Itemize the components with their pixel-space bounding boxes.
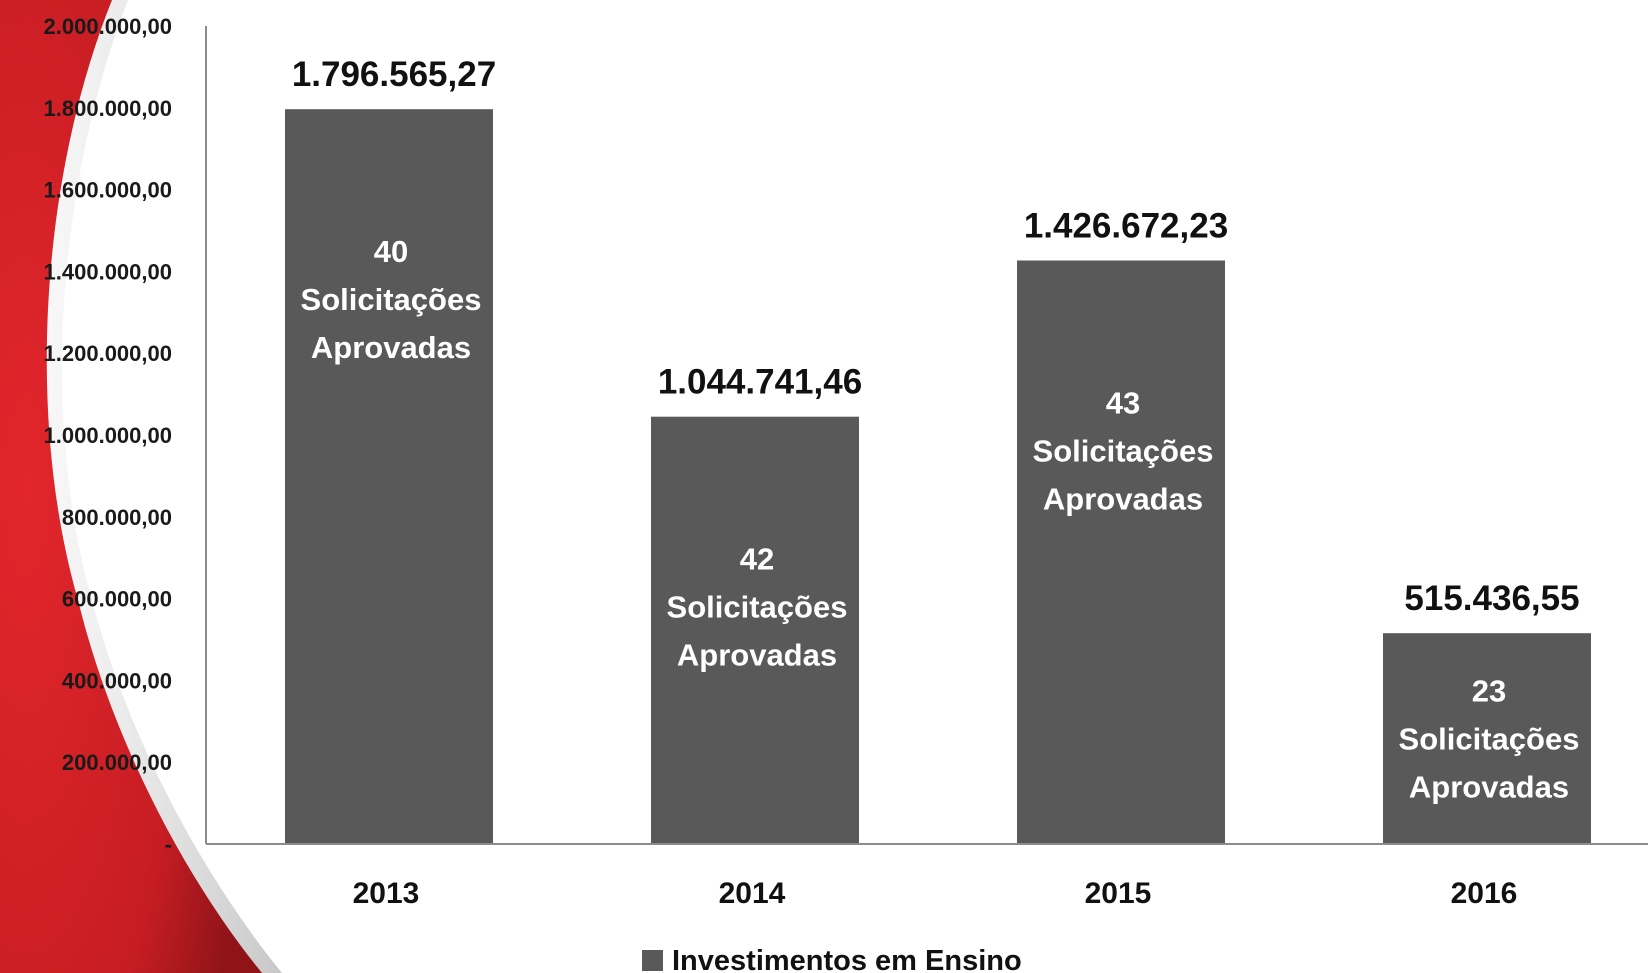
value-label: 1.044.741,46 [658, 363, 862, 402]
bar-annotation-text: Aprovadas [311, 330, 471, 365]
value-labels: 1.796.565,27 1.044.741,46 1.426.672,23 515.… [292, 55, 1580, 618]
bar-annotation-text: Aprovadas [1409, 770, 1569, 805]
y-tick-label: 200.000,00 [62, 750, 172, 775]
bar-count-label: 43 [1106, 385, 1140, 420]
bar-annotation-text: Solicitações [1033, 433, 1214, 468]
value-label: 1.426.672,23 [1024, 206, 1228, 245]
y-tick-label: 1.400.000,00 [44, 259, 172, 284]
bar-annotation-text: Solicitações [1399, 722, 1580, 757]
x-tick-label: 2014 [719, 877, 786, 910]
x-tick-label: 2016 [1451, 877, 1518, 910]
bar-annotation-text: Solicitações [667, 590, 848, 625]
y-tick-label: 1.800.000,00 [44, 96, 172, 121]
bar-annotation-text: Aprovadas [1043, 481, 1203, 516]
x-tick-label: 2013 [353, 877, 420, 910]
bar-annotations: 40 Solicitações Aprovadas 42 Solicitações Apr… [301, 234, 1580, 804]
y-tick-label: - [165, 832, 172, 857]
legend-swatch [642, 950, 663, 971]
y-tick-label: 1.000.000,00 [44, 423, 172, 448]
bar-count-label: 23 [1472, 674, 1506, 709]
y-tick-label: 2.000.000,00 [44, 14, 172, 39]
bar [1383, 633, 1591, 844]
legend: Investimentos em Ensino [642, 945, 1022, 973]
red-swoosh [0, 0, 262, 973]
y-tick-label: 1.200.000,00 [44, 341, 172, 366]
y-tick-label: 800.000,00 [62, 505, 172, 530]
y-tick-label: 1.600.000,00 [44, 178, 172, 203]
bar [285, 109, 493, 844]
x-tick-label: 2015 [1085, 877, 1152, 910]
background-decoration [0, 0, 282, 973]
y-axis-tick-labels: - 200.000,00 400.000,00 600.000,00 800.000,0… [44, 14, 172, 857]
bar-count-label: 42 [740, 542, 774, 577]
y-tick-label: 600.000,00 [62, 587, 172, 612]
bar [651, 416, 859, 844]
bars [285, 109, 1591, 844]
y-tick-label: 400.000,00 [62, 668, 172, 693]
value-label: 515.436,55 [1404, 579, 1579, 618]
bar-annotation-text: Solicitações [301, 282, 482, 317]
legend-label: Investimentos em Ensino [672, 945, 1022, 973]
value-label: 1.796.565,27 [292, 55, 496, 94]
axes [205, 26, 1648, 845]
bar [1017, 260, 1225, 844]
bar-count-label: 40 [374, 234, 408, 269]
bar-annotation-text: Aprovadas [677, 638, 837, 673]
x-axis-tick-labels: 2013 2014 2015 2016 [353, 877, 1518, 910]
